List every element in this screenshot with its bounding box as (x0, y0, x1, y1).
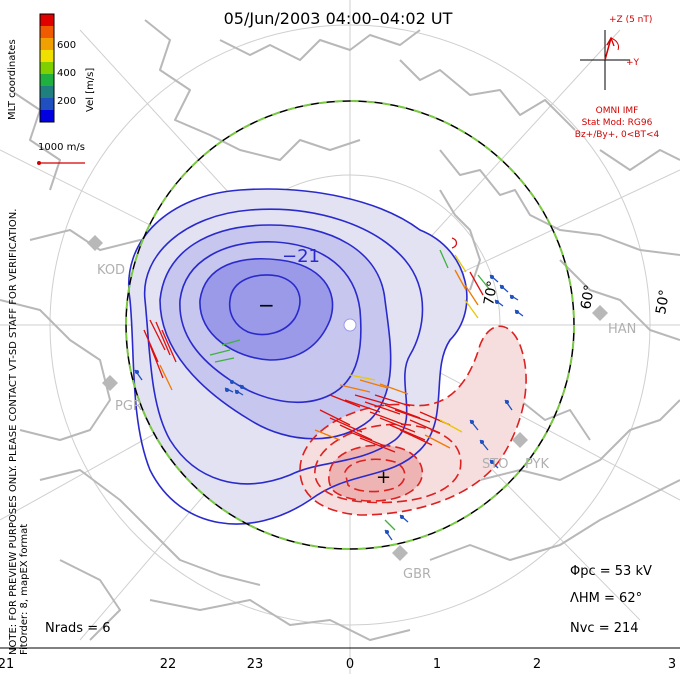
imf-clock (580, 30, 630, 90)
num-radars: Nrads = 6 (45, 621, 111, 636)
velocity-colorbar (39, 13, 55, 123)
mlt-tick-3: 3 (668, 657, 676, 672)
mlt-tick-0: 0 (346, 657, 354, 672)
imf-stat-mod: Stat Mod: RG96 (582, 118, 653, 128)
num-vectors: Nvc = 214 (570, 621, 639, 636)
preview-note: NOTE: FOR PREVIEW PURPOSES ONLY. PLEASE … (8, 209, 19, 655)
scale-vector-label: 1000 m/s (38, 142, 85, 153)
mlt-tick-23: 23 (247, 657, 264, 672)
colorbar-segment (40, 26, 54, 39)
colorbar-tick-400: 400 (57, 68, 76, 79)
colorbar-frame (39, 13, 55, 123)
magnetic-pole-marker (343, 318, 357, 332)
negative-contours (127, 188, 468, 525)
station-markers (87, 235, 608, 561)
imf-y-label: +Y (626, 58, 640, 68)
station-pyk: PYK (525, 457, 549, 472)
imf-z-label: +Z (5 nT) (609, 15, 652, 25)
heppner-maynard-boundary-green (125, 100, 575, 550)
station-kod: KOD (97, 263, 125, 278)
imf-vector (604, 37, 612, 61)
hmb-latitude: ΛHM = 62° (570, 591, 642, 606)
fit-order-note: FitOrder: 8, mapEX format (19, 524, 30, 655)
coastlines (0, 19, 680, 641)
imf-condition: Bz+/By+, 0<BT<4 (575, 130, 660, 140)
latitude-label-50: 50° (653, 288, 673, 315)
colorbar-segment (40, 62, 54, 75)
coords-label: MLT coordinates (7, 39, 18, 120)
latitude-label-60: 60° (578, 283, 598, 310)
colorbar-segment (40, 74, 54, 87)
imf-source: OMNI IMF (596, 106, 639, 116)
colorbar-tick-200: 200 (57, 96, 76, 107)
colorbar-tick-600: 600 (57, 40, 76, 51)
cross-polar-potential: Φpc = 53 kV (570, 564, 652, 579)
mlt-tick-22: 22 (160, 657, 177, 672)
station-pgr: PGR (115, 399, 142, 414)
min-potential-marker: − (258, 293, 275, 317)
scale-vector-origin (37, 161, 41, 165)
min-potential-label: −21 (282, 246, 320, 267)
mlt-tick-1: 1 (433, 657, 441, 672)
colorbar-segment (40, 98, 54, 111)
station-han: HAN (608, 322, 636, 337)
mlt-tick-2: 2 (533, 657, 541, 672)
colorbar-segment (40, 50, 54, 63)
potential-cells (128, 189, 527, 525)
colorbar-segment (40, 14, 54, 27)
colorbar-segment (40, 110, 54, 123)
colorbar-segment (40, 38, 54, 51)
colorbar-label: Vel [m/s] (85, 68, 96, 112)
negative-cell-core (199, 258, 333, 360)
mlt-tick-21: 21 (0, 657, 14, 672)
station-sto: STO (482, 457, 508, 472)
colorbar-segment (40, 86, 54, 99)
map-title: 05/Jun/2003 04:00–04:02 UT (224, 9, 453, 28)
latitude-label-70: 70° (481, 279, 501, 306)
max-potential-marker: + (376, 467, 391, 488)
velocity-vectors (134, 237, 524, 541)
station-gbr: GBR (403, 567, 431, 582)
